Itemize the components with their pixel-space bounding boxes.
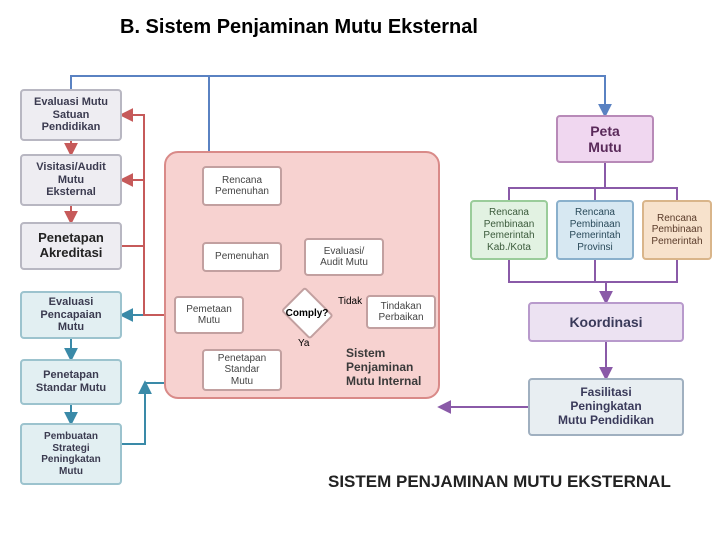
center-evaluasi-audit: Evaluasi/Audit Mutu: [304, 238, 384, 276]
left-akreditasi: PenetapanAkreditasi: [20, 222, 122, 270]
left-pembuatan-strategi: PembuatanStrategiPeningkatanMutu: [20, 423, 122, 485]
right-fasilitasi-label: FasilitasiPeningkatanMutu Pendidikan: [554, 384, 658, 429]
center-pemetaan-mutu: PemetaanMutu: [174, 296, 244, 334]
center-pemenuhan-label: Pemenuhan: [211, 249, 273, 265]
right-rencana-pusat: RencanaPembinaanPemerintah: [642, 200, 712, 260]
left-evaluasi-pencapaian-label: EvaluasiPencapaian Mutu: [22, 294, 120, 336]
right-koordinasi: Koordinasi: [528, 302, 684, 342]
left-visitasi: Visitasi/AuditMutuEksternal: [20, 154, 122, 206]
center-pemetaan-mutu-label: PemetaanMutu: [182, 302, 236, 329]
comply-decision: Comply?: [278, 289, 336, 337]
left-evaluasi-pencapaian: EvaluasiPencapaian Mutu: [20, 291, 122, 339]
footer-title: SISTEM PENJAMINAN MUTU EKSTERNAL: [328, 472, 671, 492]
right-rencana-prov-label: RencanaPembinaanPemerintahProvinsi: [565, 205, 624, 255]
left-akreditasi-label: PenetapanAkreditasi: [34, 229, 108, 263]
center-tindakan-perbaikan-label: TindakanPerbaikan: [374, 299, 427, 326]
center-penetapan-standar-c: PenetapanStandarMutu: [202, 349, 282, 391]
center-rencana-pemenuhan: RencanaPemenuhan: [202, 166, 282, 206]
center-rencana-pemenuhan-label: RencanaPemenuhan: [211, 173, 273, 200]
left-evaluasi-mutu-label: Evaluasi MutuSatuanPendidikan: [30, 94, 112, 136]
center-evaluasi-audit-label: Evaluasi/Audit Mutu: [316, 244, 372, 271]
spmi-caption: SistemPenjaminanMutu Internal: [346, 346, 421, 388]
page-title: B. Sistem Penjaminan Mutu Eksternal: [120, 16, 478, 39]
right-peta-mutu: PetaMutu: [556, 115, 654, 163]
left-penetapan-standar-label: PenetapanStandar Mutu: [32, 367, 110, 396]
right-rencana-kab-label: RencanaPembinaanPemerintahKab./Kota: [479, 205, 538, 255]
decision-yes-label: Ya: [298, 338, 310, 349]
left-evaluasi-mutu: Evaluasi MutuSatuanPendidikan: [20, 89, 122, 141]
left-penetapan-standar: PenetapanStandar Mutu: [20, 359, 122, 405]
right-rencana-prov: RencanaPembinaanPemerintahProvinsi: [556, 200, 634, 260]
left-pembuatan-strategi-label: PembuatanStrategiPeningkatanMutu: [37, 429, 104, 479]
center-pemenuhan: Pemenuhan: [202, 242, 282, 272]
right-fasilitasi: FasilitasiPeningkatanMutu Pendidikan: [528, 378, 684, 436]
right-koordinasi-label: Koordinasi: [565, 312, 646, 332]
right-rencana-pusat-label: RencanaPembinaanPemerintah: [647, 211, 706, 250]
left-visitasi-label: Visitasi/AuditMutuEksternal: [32, 159, 109, 201]
decision-no-label: Tidak: [338, 296, 362, 307]
right-peta-mutu-label: PetaMutu: [584, 121, 625, 157]
center-penetapan-standar-c-label: PenetapanStandarMutu: [214, 351, 270, 390]
right-rencana-kab: RencanaPembinaanPemerintahKab./Kota: [470, 200, 548, 260]
center-tindakan-perbaikan: TindakanPerbaikan: [366, 295, 436, 329]
